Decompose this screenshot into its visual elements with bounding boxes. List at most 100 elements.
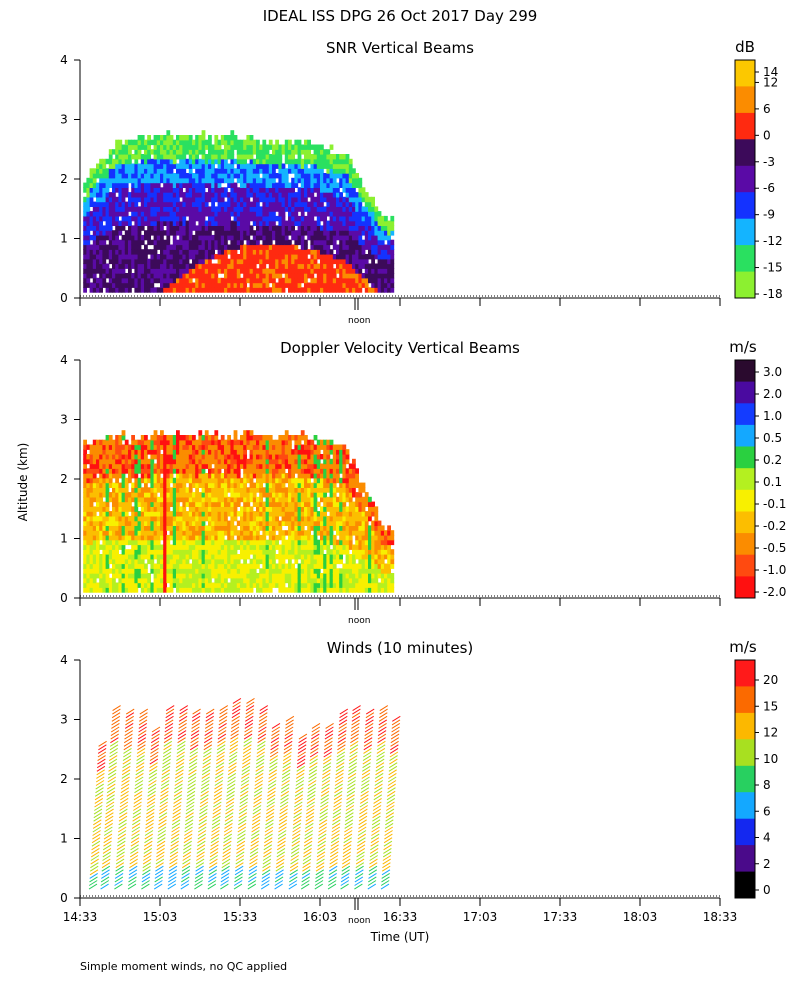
snr-cell	[112, 187, 116, 193]
snr-cell	[121, 234, 126, 241]
doppler-cell	[195, 506, 199, 512]
snr-cell	[99, 187, 103, 193]
snr-cell	[323, 182, 327, 188]
doppler-cell	[249, 449, 254, 455]
snr-cell	[262, 154, 267, 160]
snr-cell	[204, 258, 209, 265]
snr-cell	[230, 234, 235, 241]
snr-cell	[185, 211, 190, 217]
doppler-cell	[208, 525, 212, 531]
snr-cell	[236, 158, 241, 165]
snr-cell	[156, 187, 161, 193]
snr-cell	[182, 177, 187, 184]
snr-cell	[214, 220, 219, 226]
snr-cell	[128, 254, 132, 260]
doppler-cell	[112, 534, 116, 541]
doppler-cell	[195, 458, 199, 465]
doppler-cell	[188, 577, 193, 584]
snr-cell	[96, 220, 100, 226]
doppler-cell	[176, 482, 180, 488]
snr-cell	[166, 168, 171, 174]
snr-cell	[176, 182, 180, 188]
doppler-cell	[169, 587, 174, 593]
snr-cell	[96, 196, 100, 203]
doppler-cell	[236, 492, 241, 498]
snr-cell	[374, 230, 379, 236]
doppler-cell	[137, 511, 142, 517]
doppler-cell	[147, 573, 151, 579]
doppler-cell	[172, 525, 177, 531]
doppler-cell	[243, 577, 247, 584]
snr-cell	[188, 206, 193, 212]
doppler-cell	[128, 444, 132, 450]
snr-cell	[323, 158, 327, 165]
doppler-cell	[208, 587, 212, 593]
doppler-cell	[105, 506, 110, 512]
doppler-cell	[83, 487, 87, 493]
doppler-cell	[208, 573, 212, 579]
snr-cell	[358, 263, 363, 269]
doppler-cell	[278, 568, 283, 574]
doppler-cell	[179, 435, 183, 441]
doppler-cell	[249, 511, 254, 517]
doppler-cell	[291, 515, 295, 522]
doppler-cell	[201, 477, 206, 484]
snr-cell	[172, 139, 177, 146]
doppler-cell	[252, 534, 257, 541]
doppler-cell	[163, 525, 167, 531]
doppler-cell	[124, 468, 129, 474]
snr-cell	[124, 273, 129, 279]
doppler-cell	[201, 539, 206, 546]
doppler-cell	[128, 582, 132, 588]
snr-cell	[288, 201, 292, 207]
doppler-cell	[291, 463, 295, 469]
snr-cell	[291, 273, 295, 279]
snr-cell	[355, 196, 359, 203]
doppler-cell	[121, 468, 126, 474]
snr-cell	[144, 144, 148, 150]
snr-cell	[102, 173, 107, 179]
doppler-cell	[140, 473, 145, 479]
doppler-cell	[179, 539, 183, 546]
snr-cell	[310, 187, 315, 193]
doppler-cell	[278, 530, 283, 536]
doppler-cell	[153, 539, 158, 546]
doppler-cell	[230, 554, 235, 560]
doppler-cell	[124, 525, 129, 531]
snr-cell	[361, 254, 366, 260]
snr-cell	[307, 258, 311, 265]
snr-cell	[83, 282, 87, 288]
doppler-cell	[243, 544, 247, 550]
doppler-cell	[179, 554, 183, 560]
doppler-cell	[294, 515, 299, 522]
snr-cell	[342, 239, 347, 246]
snr-cell	[134, 268, 139, 274]
doppler-cell	[150, 501, 155, 507]
doppler-cell	[96, 539, 100, 546]
snr-cell	[140, 154, 145, 160]
doppler-cell	[291, 563, 295, 569]
doppler-cell	[198, 477, 203, 484]
snr-cell	[172, 282, 177, 288]
doppler-cell	[99, 515, 103, 522]
snr-cell	[236, 163, 241, 169]
snr-cell	[224, 254, 228, 260]
snr-cell	[198, 244, 203, 250]
doppler-cell	[92, 558, 97, 565]
snr-cell	[243, 263, 247, 269]
snr-cell	[380, 273, 385, 279]
snr-cell	[172, 263, 177, 269]
snr-cell	[86, 201, 91, 207]
doppler-cell	[236, 582, 241, 588]
doppler-cell	[262, 477, 267, 484]
snr-cell	[163, 211, 167, 217]
doppler-cell	[134, 454, 139, 460]
doppler-cell	[268, 515, 273, 522]
snr-cell	[336, 268, 340, 274]
doppler-cell	[214, 587, 219, 593]
doppler-cell	[176, 525, 180, 531]
doppler-cell	[204, 482, 209, 488]
snr-cell	[256, 182, 260, 188]
doppler-cell	[220, 573, 225, 579]
snr-cell	[294, 282, 299, 288]
